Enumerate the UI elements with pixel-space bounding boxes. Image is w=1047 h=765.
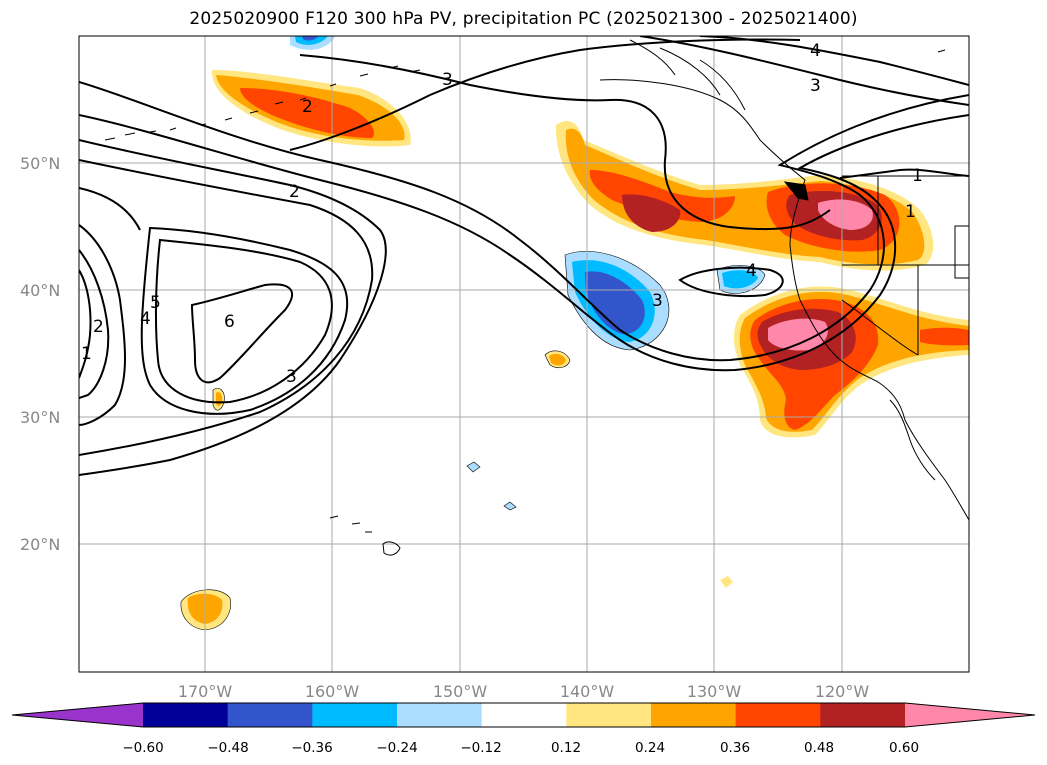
colorbar-tick-label: −0.60 (122, 740, 163, 756)
pv-label: 1 (912, 166, 923, 186)
pv-label: 6 (224, 312, 235, 332)
colorbar: −0.60 −0.48 −0.36 −0.24 −0.12 0.12 0.24 … (11, 702, 1036, 756)
coastlines (104, 39, 969, 556)
lon-tick-label: 170°W (178, 682, 233, 701)
pv-label: 3 (286, 367, 297, 387)
colorbar-tick-label: −0.24 (376, 740, 417, 756)
pv-contours (79, 36, 969, 476)
pv-label: 3 (810, 76, 821, 96)
pv-label: 2 (289, 182, 300, 202)
graticule (79, 36, 969, 672)
longitude-labels: 170°W 160°W 150°W 140°W 130°W 120°W (178, 682, 870, 701)
lon-tick-label: 160°W (305, 682, 360, 701)
lat-tick-label: 40°N (20, 281, 60, 300)
colorbar-tick-label: 0.24 (635, 740, 665, 756)
colorbar-segment (397, 703, 483, 727)
lon-tick-label: 140°W (560, 682, 615, 701)
colorbar-segment (143, 703, 229, 727)
colorbar-ticks: −0.60 −0.48 −0.36 −0.24 −0.12 0.12 0.24 … (122, 740, 919, 756)
colorbar-tick-label: −0.12 (460, 740, 501, 756)
map-frame (78, 35, 970, 673)
pv-label: 1 (905, 202, 916, 222)
colorbar-segment (566, 703, 652, 727)
colorbar-extend-max (905, 703, 1035, 727)
colorbar-tick-label: 0.48 (804, 740, 834, 756)
colorbar-segment (227, 703, 313, 727)
pv-label: 1 (81, 344, 92, 364)
colorbar-tick-label: 0.12 (551, 740, 581, 756)
pv-label: 5 (150, 293, 161, 313)
pv-contour-labels: 3 2 2 5 4 6 2 1 3 4 3 4 3 1 1 (81, 41, 923, 387)
colorbar-segment (820, 703, 906, 727)
pv-label: 2 (93, 317, 104, 337)
pv-label: 2 (302, 97, 313, 117)
colorbar-outline (11, 702, 1036, 728)
lat-tick-label: 20°N (20, 535, 60, 554)
colorbar-tick-label: −0.48 (207, 740, 248, 756)
colorbar-segment (735, 703, 821, 727)
pv-label: 4 (746, 261, 757, 281)
negative-precip-anomalies (290, 36, 766, 511)
colorbar-tick-label: −0.36 (291, 740, 332, 756)
lat-tick-label: 50°N (20, 154, 60, 173)
map-panel: 3 2 2 5 4 6 2 1 3 4 3 4 3 1 1 (79, 36, 969, 672)
lon-tick-label: 150°W (433, 682, 488, 701)
colorbar-extend-min (12, 703, 143, 727)
lon-tick-label: 120°W (815, 682, 870, 701)
pv-label: 3 (442, 70, 453, 90)
latitude-labels: 50°N 40°N 30°N 20°N (20, 154, 60, 554)
lat-tick-label: 30°N (20, 408, 60, 427)
colorbar-tick-label: 0.36 (720, 740, 750, 756)
pv-label: 3 (652, 291, 663, 311)
colorbar-segments (12, 703, 1035, 727)
pv-label: 4 (810, 41, 821, 61)
lon-tick-label: 130°W (687, 682, 742, 701)
colorbar-segment (312, 703, 398, 727)
map-title: 2025020900 F120 300 hPa PV, precipitatio… (189, 9, 858, 29)
colorbar-tick-label: 0.60 (889, 740, 919, 756)
colorbar-segment (481, 703, 567, 727)
pv-label: 4 (140, 309, 151, 329)
colorbar-segment (651, 703, 737, 727)
